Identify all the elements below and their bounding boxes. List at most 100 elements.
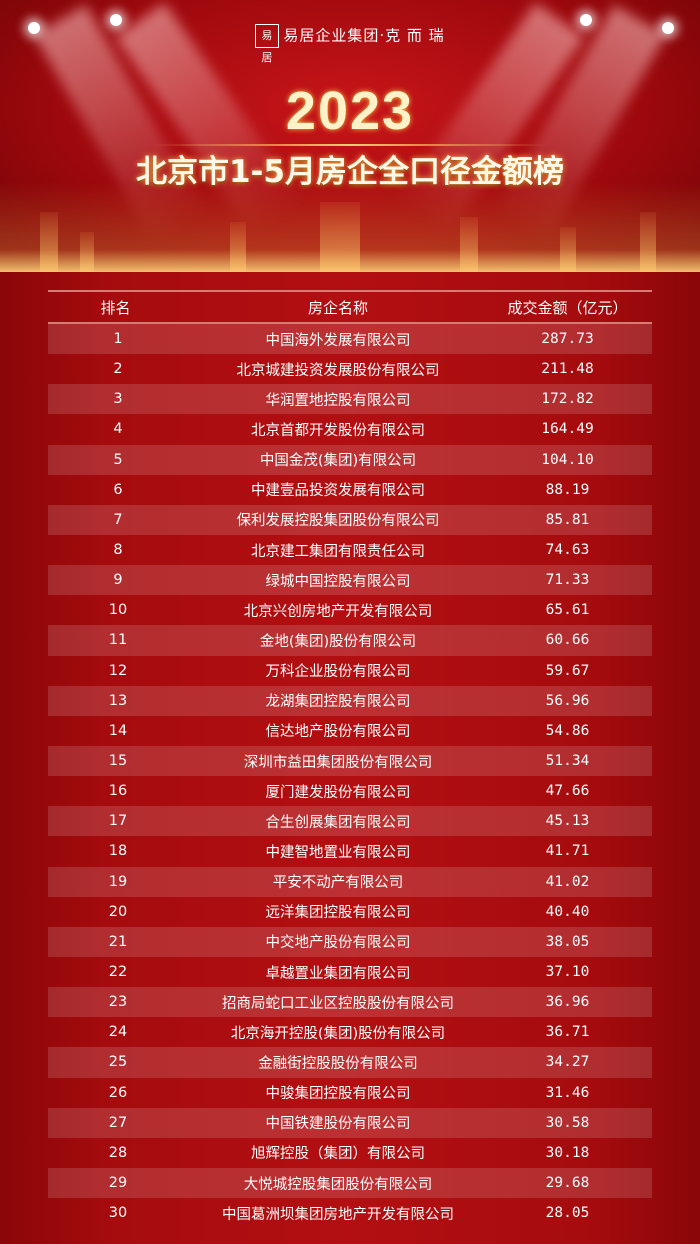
amount-cell: 54.86 <box>545 722 590 739</box>
table-row: 9 绿城中国控股有限公司 71.33 <box>48 565 652 596</box>
amount-cell: 59.67 <box>545 662 590 679</box>
spotlight-icon <box>28 22 40 34</box>
rank-cell: 5 <box>113 451 123 468</box>
company-cell: 中建智地置业有限公司 <box>265 844 411 861</box>
table-row: 19 平安不动产有限公司 41.02 <box>48 866 652 897</box>
amount-cell: 29.68 <box>545 1175 590 1191</box>
table-row: 28 旭辉控股（集团）有限公司 30.18 <box>48 1138 652 1168</box>
company-cell: 金地(集团)股份有限公司 <box>259 633 417 650</box>
company-cell: 北京建工集团有限责任公司 <box>251 543 425 560</box>
company-cell: 大悦城控股集团股份有限公司 <box>243 1176 433 1193</box>
company-cell: 招商局蛇口工业区控股股份有限公司 <box>222 995 454 1012</box>
rank-cell: 13 <box>108 692 128 709</box>
company-cell: 信达地产股份有限公司 <box>265 724 411 741</box>
company-cell: 万科企业股份有限公司 <box>265 664 411 681</box>
amount-cell: 34.27 <box>545 1054 590 1071</box>
table-row: 1 中国海外发展有限公司 287.73 <box>48 324 652 355</box>
company-cell: 保利发展控股集团股份有限公司 <box>236 513 440 530</box>
amount-cell: 41.02 <box>545 873 590 890</box>
table-row: 15 深圳市益田集团股份有限公司 51.34 <box>48 745 652 777</box>
logo-text: 易居企业集团·克 而 瑞 <box>283 26 445 45</box>
rank-cell: 8 <box>113 542 123 559</box>
table-row: 24 北京海开控股(集团)股份有限公司 36.71 <box>48 1017 652 1047</box>
company-cell: 中交地产股份有限公司 <box>265 935 411 952</box>
rank-cell: 4 <box>113 421 123 438</box>
amount-cell: 41.71 <box>545 843 590 860</box>
company-cell: 华润置地控股有限公司 <box>265 392 411 409</box>
company-cell: 远洋集团控股有限公司 <box>265 905 411 922</box>
table-row: 30 中国葛洲坝集团房地产开发有限公司 28.05 <box>48 1198 652 1228</box>
ranking-table: 排名 房企名称 成交金额（亿元） 1 中国海外发展有限公司 287.73 2 北京城建投… <box>48 290 652 1228</box>
amount-cell: 88.19 <box>545 481 590 498</box>
divider <box>48 290 652 292</box>
table-row: 26 中骏集团控股有限公司 31.46 <box>48 1078 652 1108</box>
company-cell: 厦门建发股份有限公司 <box>265 784 411 801</box>
rank-cell: 24 <box>108 1024 128 1041</box>
rank-cell: 27 <box>108 1114 128 1131</box>
amount-cell: 37.10 <box>545 964 590 981</box>
table-row: 20 远洋集团控股有限公司 40.40 <box>48 897 652 927</box>
company-cell: 龙湖集团控股有限公司 <box>265 694 411 711</box>
table-row: 11 金地(集团)股份有限公司 60.66 <box>48 625 652 656</box>
company-cell: 旭辉控股（集团）有限公司 <box>251 1146 425 1163</box>
amount-cell: 56.96 <box>545 692 590 709</box>
rank-cell: 2 <box>113 361 123 378</box>
amount-cell: 65.61 <box>545 602 590 619</box>
rank-cell: 14 <box>108 722 128 739</box>
rank-cell: 6 <box>113 481 123 498</box>
rank-cell: 23 <box>108 994 128 1011</box>
amount-cell: 51.34 <box>545 753 590 770</box>
spotlight-icon <box>662 22 674 34</box>
table-row: 18 中建智地置业有限公司 41.71 <box>48 836 652 866</box>
table-row: 25 金融街控股股份有限公司 34.27 <box>48 1047 652 1078</box>
company-cell: 中国海外发展有限公司 <box>265 332 411 349</box>
amount-cell: 28.05 <box>545 1205 590 1222</box>
table-row: 16 厦门建发股份有限公司 47.66 <box>48 776 652 806</box>
rank-cell: 16 <box>108 783 128 800</box>
rank-cell: 9 <box>113 572 123 589</box>
year-heading: 2023 <box>285 81 415 141</box>
rank-cell: 29 <box>108 1175 128 1191</box>
amount-cell: 74.63 <box>545 542 590 559</box>
table-row: 29 大悦城控股集团股份有限公司 29.68 <box>48 1167 652 1199</box>
rank-cell: 25 <box>108 1054 128 1071</box>
company-cell: 北京海开控股(集团)股份有限公司 <box>230 1025 446 1042</box>
amount-cell: 30.58 <box>545 1114 590 1131</box>
amount-cell: 47.66 <box>545 783 590 800</box>
amount-cell: 45.13 <box>545 813 590 830</box>
rank-cell: 22 <box>108 964 128 981</box>
company-cell: 中骏集团控股有限公司 <box>265 1086 411 1103</box>
rank-cell: 19 <box>108 873 128 890</box>
company-cell: 中国葛洲坝集团房地产开发有限公司 <box>222 1206 454 1223</box>
spotlight-icon <box>580 14 592 26</box>
company-cell: 合生创展集团有限公司 <box>265 814 411 831</box>
company-cell: 平安不动产有限公司 <box>272 875 404 892</box>
rank-cell: 10 <box>108 602 128 619</box>
company-cell: 中国金茂(集团)有限公司 <box>259 453 417 470</box>
rank-cell: 17 <box>108 813 128 830</box>
company-cell: 北京首都开发股份有限公司 <box>251 422 425 439</box>
rank-cell: 20 <box>108 903 128 920</box>
table-row: 23 招商局蛇口工业区控股股份有限公司 36.96 <box>48 987 652 1018</box>
table-row: 4 北京首都开发股份有限公司 164.49 <box>48 414 652 444</box>
table-row: 2 北京城建投资发展股份有限公司 211.48 <box>48 354 652 384</box>
rank-cell: 26 <box>108 1084 128 1101</box>
brand-logo: 易居易居企业集团·克 而 瑞 <box>0 24 700 64</box>
table-row: 8 北京建工集团有限责任公司 74.63 <box>48 535 652 565</box>
page-title: 北京市1-5月房企全口径金额榜 <box>135 154 564 190</box>
amount-cell: 71.33 <box>545 572 590 589</box>
amount-cell: 104.10 <box>541 451 594 468</box>
rank-cell: 1 <box>113 331 123 348</box>
rank-cell: 21 <box>108 933 128 950</box>
table-row: 6 中建壹品投资发展有限公司 88.19 <box>48 475 652 505</box>
table-row: 27 中国铁建股份有限公司 30.58 <box>48 1107 652 1138</box>
amount-cell: 60.66 <box>545 632 590 649</box>
company-cell: 金融街控股股份有限公司 <box>258 1055 418 1072</box>
amount-cell: 164.49 <box>541 421 594 438</box>
table-row: 21 中交地产股份有限公司 38.05 <box>48 926 652 957</box>
table-row: 14 信达地产股份有限公司 54.86 <box>48 716 652 746</box>
company-cell: 绿城中国控股有限公司 <box>265 573 411 590</box>
rank-cell: 7 <box>113 511 123 528</box>
amount-cell: 287.73 <box>541 331 594 348</box>
amount-cell: 36.96 <box>545 994 590 1011</box>
